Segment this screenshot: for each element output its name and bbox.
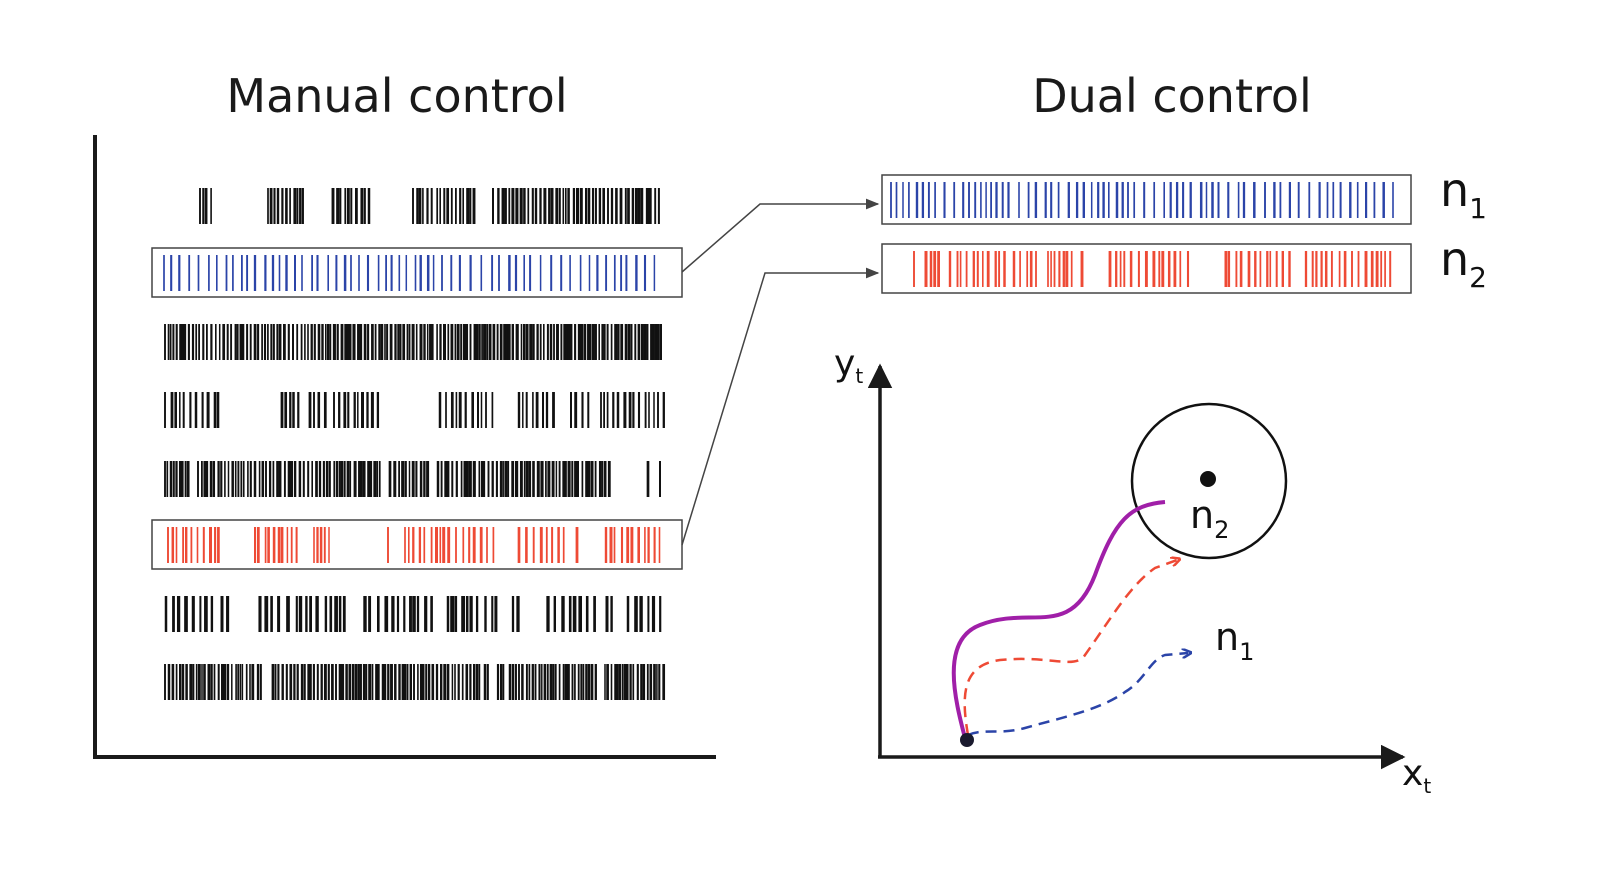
y-axis-label: yt <box>834 343 863 388</box>
dual-raster-row-n2 <box>913 251 1392 287</box>
manual-raster-row-other <box>164 461 661 497</box>
manual-n2-highlight-box <box>151 519 683 570</box>
manual-raster-row-other <box>164 392 665 428</box>
cursor-path <box>951 500 1166 739</box>
target-center-dot <box>1200 471 1216 487</box>
manual-raster-row-n1 <box>163 255 656 291</box>
dual-raster <box>890 182 1394 287</box>
dual-raster-row-n1 <box>890 182 1394 218</box>
dual-n1-box <box>881 174 1412 225</box>
n2-direction-arrow <box>963 560 1177 736</box>
cursor-start-dot <box>960 733 974 747</box>
manual-raster-row-n2 <box>167 527 661 563</box>
direction-n1-label: n1 <box>1215 615 1254 666</box>
manual-raster-row-other <box>164 324 662 360</box>
target-n2-label: n2 <box>1190 493 1229 544</box>
target-circle <box>1130 402 1288 560</box>
manual-raster-row-other <box>164 664 666 700</box>
manual-raster <box>163 188 666 700</box>
manual-n1-highlight-box <box>151 247 683 298</box>
manual-raster-row-other <box>199 188 660 224</box>
dual-n2-label: n2 <box>1440 232 1487 294</box>
dual-n2-box <box>881 243 1412 294</box>
n1-connector-arrow <box>681 198 880 273</box>
manual-raster-row-other <box>164 596 662 632</box>
dual-n1-label: n1 <box>1440 163 1487 225</box>
n2-connector-arrow <box>681 267 880 546</box>
manual-control-title: Manual control <box>226 69 567 123</box>
x-axis-label: xt <box>1402 753 1431 798</box>
dual-control-title: Dual control <box>1032 69 1312 123</box>
n1-direction-arrow <box>967 653 1188 737</box>
